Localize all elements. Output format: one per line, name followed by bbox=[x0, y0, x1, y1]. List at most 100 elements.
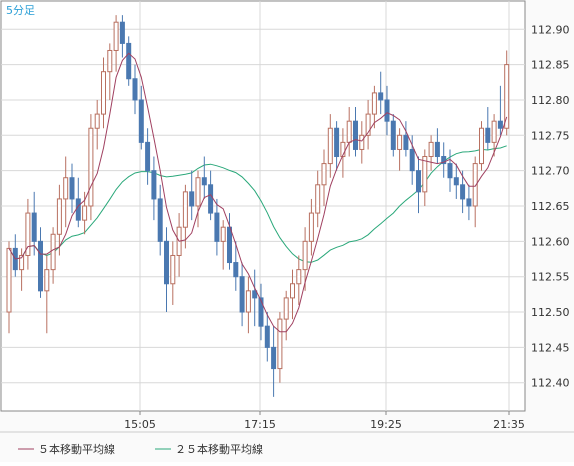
y-tick-label: 112.55 bbox=[531, 271, 570, 284]
y-tick-label: 112.70 bbox=[531, 165, 570, 178]
candle-body-up bbox=[44, 269, 50, 292]
x-tick-label: 21:35 bbox=[493, 418, 525, 431]
candle-body-up bbox=[365, 113, 371, 136]
candle-body-up bbox=[296, 269, 302, 285]
candle-body-down bbox=[485, 127, 491, 143]
candle-body-up bbox=[283, 297, 289, 320]
candle-body-down bbox=[264, 325, 270, 348]
candle-body-down bbox=[189, 191, 195, 207]
candle-body-up bbox=[321, 163, 327, 186]
candle-body-up bbox=[359, 134, 365, 150]
y-tick-label: 112.85 bbox=[531, 59, 570, 72]
legend: ５本移動平均線 ２５本移動平均線 bbox=[18, 442, 263, 456]
candle-body-up bbox=[346, 120, 352, 143]
candle-body-down bbox=[441, 156, 447, 165]
candle-body-up bbox=[340, 141, 346, 158]
candle-body-up bbox=[50, 233, 56, 271]
candle-body-up bbox=[220, 226, 226, 242]
candle-body-down bbox=[69, 177, 75, 200]
candle-body-down bbox=[214, 212, 220, 242]
candle-body-up bbox=[422, 156, 428, 193]
candle-body-down bbox=[409, 148, 415, 172]
candle-body-down bbox=[384, 99, 390, 122]
candle-body-down bbox=[353, 120, 358, 150]
x-tick-label: 15:05 bbox=[124, 418, 156, 431]
candle-body-down bbox=[334, 127, 340, 158]
candle-body-down bbox=[164, 240, 169, 285]
candle-body-up bbox=[19, 254, 25, 271]
candle-body-down bbox=[227, 226, 232, 264]
y-tick-label: 112.50 bbox=[531, 306, 570, 319]
candle-body-up bbox=[82, 205, 88, 221]
candle-body-up bbox=[277, 318, 283, 370]
candle-body-down bbox=[460, 184, 466, 200]
candle-body-up bbox=[101, 71, 106, 115]
candles-layer bbox=[6, 15, 510, 397]
candle-body-up bbox=[479, 127, 484, 165]
candle-body-up bbox=[56, 198, 62, 235]
candle-body-down bbox=[151, 170, 157, 200]
candle-body-up bbox=[195, 177, 201, 207]
y-tick-label: 112.60 bbox=[531, 235, 570, 248]
candle-body-down bbox=[126, 42, 132, 80]
candle-body-up bbox=[428, 141, 434, 158]
candle-body-up bbox=[302, 240, 308, 271]
candle-body-up bbox=[88, 127, 94, 207]
x-tick-label: 19:25 bbox=[370, 418, 402, 431]
candle-body-down bbox=[403, 134, 409, 150]
candle-body-down bbox=[132, 78, 138, 101]
candle-body-up bbox=[504, 64, 510, 129]
candle-body-up bbox=[107, 49, 113, 73]
candle-body-down bbox=[497, 120, 503, 129]
candle-body-down bbox=[378, 92, 384, 101]
candle-body-down bbox=[119, 21, 125, 44]
candle-body-up bbox=[170, 254, 176, 285]
y-tick-label: 112.80 bbox=[531, 94, 570, 107]
candle-body-up bbox=[308, 212, 314, 242]
candle-body-down bbox=[390, 120, 396, 150]
candle-body-down bbox=[252, 290, 258, 299]
candle-body-down bbox=[453, 177, 459, 186]
candle-body-down bbox=[138, 99, 144, 143]
x-tick-label: 17:15 bbox=[244, 418, 276, 431]
candle-body-down bbox=[434, 141, 440, 158]
legend-label-ma5: ５本移動平均線 bbox=[38, 442, 115, 456]
candle-body-up bbox=[63, 177, 69, 200]
candle-body-down bbox=[271, 346, 277, 370]
candle-body-down bbox=[201, 177, 207, 186]
y-tick-label: 112.45 bbox=[531, 341, 570, 354]
candle-body-down bbox=[447, 163, 453, 179]
y-tick-label: 112.65 bbox=[531, 200, 570, 213]
candle-body-down bbox=[466, 198, 472, 207]
y-tick-label: 112.40 bbox=[531, 377, 570, 390]
legend-label-ma25: ２５本移動平均線 bbox=[175, 442, 263, 456]
candle-body-up bbox=[290, 283, 295, 299]
candle-body-up bbox=[397, 134, 403, 150]
x-axis: 15:05 17:15 19:25 21:35 bbox=[124, 411, 525, 431]
candle-body-up bbox=[6, 247, 12, 313]
candle-body-down bbox=[208, 184, 214, 214]
candle-body-up bbox=[94, 113, 100, 129]
candle-body-down bbox=[233, 262, 239, 278]
candle-body-down bbox=[416, 170, 421, 193]
candle-body-up bbox=[491, 120, 497, 143]
candle-body-up bbox=[182, 191, 188, 228]
timeframe-label: 5分足 bbox=[6, 4, 35, 17]
y-axis: 112.90 112.85 112.80 112.75 112.70 112.65 112.… bbox=[531, 23, 570, 389]
candle-body-up bbox=[327, 127, 333, 165]
candle-body-down bbox=[31, 212, 37, 242]
candle-body-down bbox=[145, 141, 151, 172]
ma5-line bbox=[8, 52, 508, 333]
candle-body-down bbox=[258, 297, 264, 327]
candle-body-down bbox=[38, 240, 43, 292]
ma5-layer bbox=[8, 52, 508, 333]
candle-body-up bbox=[472, 163, 478, 207]
candle-body-up bbox=[245, 290, 251, 313]
candle-body-up bbox=[371, 92, 377, 115]
candle-body-down bbox=[75, 198, 81, 221]
candle-body-down bbox=[157, 198, 163, 242]
y-tick-label: 112.90 bbox=[531, 23, 570, 36]
y-tick-label: 112.75 bbox=[531, 129, 570, 142]
